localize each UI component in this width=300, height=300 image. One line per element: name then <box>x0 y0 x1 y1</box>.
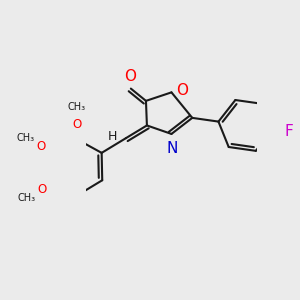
Text: CH₃: CH₃ <box>68 102 86 112</box>
Text: O: O <box>37 183 46 196</box>
Text: O: O <box>124 69 136 84</box>
Text: H: H <box>108 130 117 143</box>
Text: O: O <box>176 82 188 98</box>
Text: N: N <box>167 142 178 157</box>
Text: CH₃: CH₃ <box>17 194 36 203</box>
Text: F: F <box>284 124 293 139</box>
Text: O: O <box>36 140 46 153</box>
Text: O: O <box>73 118 82 131</box>
Text: CH₃: CH₃ <box>16 133 34 143</box>
